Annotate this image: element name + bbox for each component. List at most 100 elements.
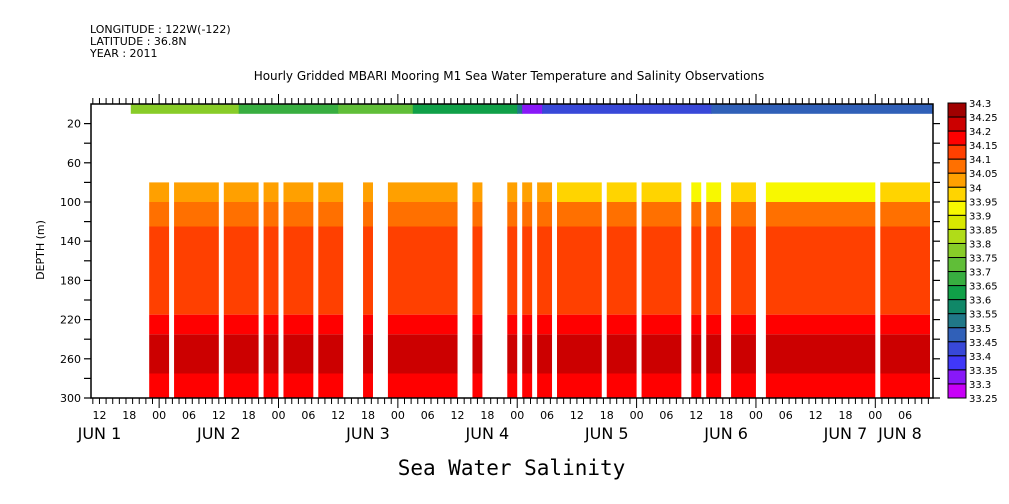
data-column-band bbox=[174, 373, 219, 398]
colorbar-label: 33.6 bbox=[969, 296, 991, 307]
data-column-band bbox=[507, 373, 518, 398]
axes: 20 60 100 140 180 220 260 300 12 18 00 06 12 18 00 06 12… bbox=[60, 94, 940, 443]
data-column-band bbox=[522, 373, 533, 398]
data-column-band bbox=[387, 202, 458, 227]
colorbar-swatch bbox=[947, 257, 967, 273]
colorbar-swatch bbox=[947, 299, 967, 315]
surface-band-cell bbox=[522, 104, 543, 114]
surface-band-cell bbox=[412, 104, 518, 114]
data-column-band bbox=[507, 182, 518, 202]
colorbar-label: 34.05 bbox=[969, 169, 998, 180]
x-day-label: JUN 4 bbox=[465, 424, 510, 443]
data-column-band bbox=[606, 226, 637, 315]
data-column-band bbox=[537, 202, 553, 227]
x-tick-label: 00 bbox=[868, 409, 882, 422]
x-tick-label: 18 bbox=[838, 409, 852, 422]
data-column-band bbox=[283, 182, 314, 202]
colorbar-swatch bbox=[947, 242, 967, 259]
data-column-band bbox=[363, 334, 373, 374]
data-column-band bbox=[765, 226, 876, 315]
colorbar-swatch bbox=[947, 186, 967, 202]
x-tick-label: 18 bbox=[122, 409, 136, 422]
data-column-band bbox=[606, 334, 637, 374]
data-column-band bbox=[472, 182, 483, 202]
data-column-band bbox=[263, 334, 279, 374]
data-column-band bbox=[557, 202, 602, 227]
x-tick-label: 18 bbox=[719, 409, 733, 422]
data-column-band bbox=[363, 202, 373, 227]
data-column-band bbox=[149, 226, 170, 315]
data-column-band bbox=[880, 226, 931, 315]
data-column-band bbox=[223, 314, 259, 335]
data-column-band bbox=[880, 373, 931, 398]
x-day-label: JUN 8 bbox=[877, 424, 922, 443]
data-column-band bbox=[472, 226, 483, 315]
data-column-band bbox=[363, 226, 373, 315]
data-column-band bbox=[387, 314, 458, 335]
x-tick-label: 06 bbox=[898, 409, 912, 422]
data-column-band bbox=[149, 373, 170, 398]
colorbar-label: 34.25 bbox=[969, 113, 998, 124]
colorbar-swatch bbox=[947, 102, 967, 118]
data-column-band bbox=[472, 373, 483, 398]
data-column-band bbox=[472, 202, 483, 227]
data-column-band bbox=[606, 314, 637, 335]
data-column-band bbox=[263, 202, 279, 227]
x-tick-label: 12 bbox=[689, 409, 703, 422]
data-column-band bbox=[283, 373, 314, 398]
data-column-band bbox=[691, 202, 702, 227]
data-column-band bbox=[537, 334, 553, 374]
data-column-band bbox=[223, 182, 259, 202]
colorbar-swatch bbox=[947, 327, 967, 343]
data-column-band bbox=[174, 202, 219, 227]
data-column-band bbox=[174, 334, 219, 374]
colorbar-swatch bbox=[947, 130, 967, 146]
colorbar-label: 34 bbox=[969, 183, 982, 194]
data-column-band bbox=[472, 334, 483, 374]
colorbar-swatch bbox=[947, 341, 967, 357]
data-column-band bbox=[606, 202, 637, 227]
x-axis-label: Sea Water Salinity bbox=[397, 456, 626, 480]
data-column-band bbox=[522, 334, 533, 374]
data-column-band bbox=[706, 182, 722, 202]
data-column-band bbox=[880, 202, 931, 227]
colorbar-label: 33.65 bbox=[969, 282, 998, 293]
data-column-band bbox=[641, 373, 682, 398]
data-column-band bbox=[283, 202, 314, 227]
plot-frame bbox=[90, 103, 934, 399]
data-column-band bbox=[318, 314, 344, 335]
x-tick-label: 00 bbox=[391, 409, 405, 422]
colorbar-label: 33.35 bbox=[969, 366, 998, 377]
data-column-band bbox=[691, 314, 702, 335]
colorbar-label: 33.7 bbox=[969, 268, 991, 279]
y-tick-label: 140 bbox=[60, 235, 81, 248]
colorbar-legend: 34.3 34.25 34.2 34.15 34.1 34.05 34 33.95 33.9 33… bbox=[947, 99, 998, 405]
y-tick-label: 100 bbox=[60, 196, 81, 209]
data-column-band bbox=[880, 182, 931, 202]
x-tick-label: 12 bbox=[451, 409, 465, 422]
data-column-band bbox=[263, 182, 279, 202]
x-tick-label: 18 bbox=[361, 409, 375, 422]
colorbar-label: 34.2 bbox=[969, 127, 991, 138]
x-tick-label: 12 bbox=[570, 409, 584, 422]
x-tick-label: 00 bbox=[510, 409, 524, 422]
colorbar-label: 33.55 bbox=[969, 310, 998, 321]
colorbar-swatch bbox=[947, 116, 967, 132]
colorbar-label: 33.3 bbox=[969, 380, 991, 391]
data-column-band bbox=[223, 334, 259, 374]
data-column-band bbox=[318, 182, 344, 202]
x-tick-label: 00 bbox=[152, 409, 166, 422]
colorbar-label: 33.75 bbox=[969, 254, 998, 265]
data-column-band bbox=[731, 314, 756, 335]
y-axis-label: DEPTH (m) bbox=[34, 220, 47, 280]
data-column-band bbox=[706, 202, 722, 227]
x-tick-label: 18 bbox=[480, 409, 494, 422]
data-column-band bbox=[507, 202, 518, 227]
colorbar-label: 34.3 bbox=[969, 99, 991, 110]
data-column-band bbox=[522, 226, 533, 315]
data-column-band bbox=[641, 334, 682, 374]
data-column-band bbox=[318, 373, 344, 398]
data-column-band bbox=[522, 314, 533, 335]
colorbar-swatch bbox=[947, 313, 967, 329]
data-column-band bbox=[537, 314, 553, 335]
